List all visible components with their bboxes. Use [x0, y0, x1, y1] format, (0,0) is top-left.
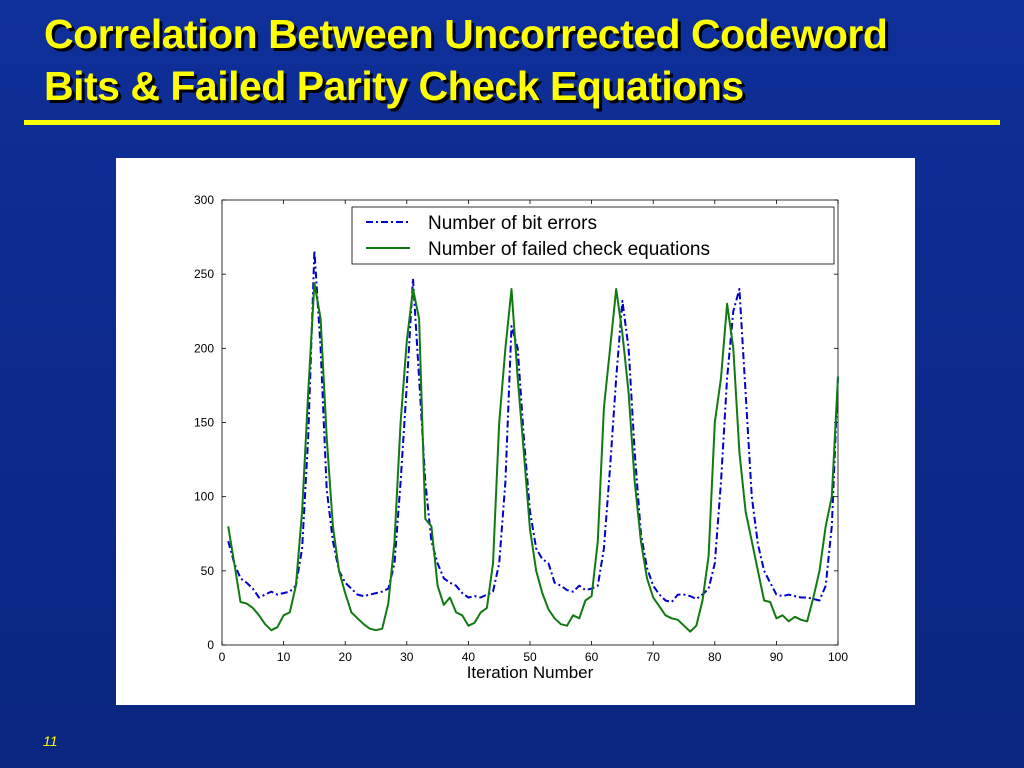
series-line-2 [227, 282, 839, 633]
x-tick-label: 10 [277, 650, 291, 664]
y-tick-label: 250 [194, 267, 214, 281]
x-tick-label: 90 [770, 650, 784, 664]
x-tick-label: 20 [339, 650, 353, 664]
plot-frame [221, 199, 839, 646]
x-tick-label: 100 [828, 650, 848, 664]
x-tick-label: 70 [647, 650, 661, 664]
y-tick-label: 0 [207, 638, 214, 652]
x-tick-label: 50 [523, 650, 537, 664]
y-tick-label: 150 [194, 416, 214, 430]
legend-box [351, 206, 835, 265]
line-chart: 0 10 20 30 40 50 60 70 80 90 100 0 50 100 150 200 250 300… [194, 193, 848, 682]
title-divider [24, 120, 1000, 125]
title-line-2: Bits & Failed Parity Check Equations [44, 63, 744, 109]
x-tick-label: 80 [708, 650, 722, 664]
page-number: 11 [43, 733, 58, 749]
y-tick-label: 50 [201, 564, 215, 578]
y-tick-label: 300 [194, 193, 214, 207]
x-tick-label: 30 [400, 650, 414, 664]
series-line-1 [227, 249, 839, 603]
legend-label-1: Number of bit errors [428, 213, 597, 234]
y-tick-label: 200 [194, 341, 214, 355]
x-tick-label: 0 [219, 650, 226, 664]
legend-label-2: Number of failed check equations [428, 239, 710, 260]
x-axis-label: Iteration Number [467, 663, 594, 682]
title-line-1: Correlation Between Uncorrected Codeword [44, 11, 888, 57]
chart-panel: 0 10 20 30 40 50 60 70 80 90 100 0 50 100 150 200 250 300… [116, 158, 915, 705]
x-tick-label: 40 [462, 650, 476, 664]
y-tick-label: 100 [194, 490, 214, 504]
slide-title: Correlation Between Uncorrected Codeword… [44, 8, 1014, 112]
x-tick-label: 60 [585, 650, 599, 664]
